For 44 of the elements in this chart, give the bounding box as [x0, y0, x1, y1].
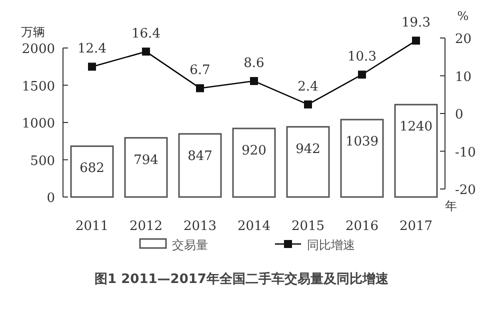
y-tick-label: 1500 [22, 79, 55, 94]
y2-tick-label: 0 [455, 108, 464, 122]
bar [124, 137, 168, 198]
bar [70, 145, 114, 198]
x-tick-label: 2016 [345, 219, 379, 234]
bar [232, 128, 276, 198]
y2-axis-title: % [457, 9, 469, 23]
x-tick-label: 2012 [129, 219, 163, 234]
bar [340, 118, 384, 198]
y2-tick-label: 20 [455, 32, 472, 47]
text: 图1 2011—2017年全国二手车交易量及同比增速 [94, 271, 390, 287]
data-label: 942 [296, 142, 320, 157]
y-axis-title: 万辆 [21, 25, 45, 39]
data-label: 16.4 [132, 26, 160, 42]
x-tick-label: 2013 [183, 219, 217, 234]
bar [178, 133, 222, 198]
bar [286, 126, 330, 198]
data-label: 847 [188, 148, 212, 164]
y2-tick-label: -10 [455, 145, 476, 160]
data-label: 10.3 [348, 50, 376, 65]
data-label: 794 [134, 152, 158, 168]
data-label: 19.3 [402, 16, 430, 31]
y-tick-label: 1000 [22, 116, 55, 132]
y-tick-label: 2000 [22, 42, 55, 57]
bar [394, 104, 438, 198]
x-tick-label: 2011 [75, 219, 109, 234]
y2-tick-label: -20 [455, 183, 476, 198]
data-label: 6.7 [190, 63, 210, 78]
data-label: 1039 [345, 134, 379, 150]
legend-label: 交易量 [172, 238, 208, 252]
data-label: 2.4 [298, 79, 318, 94]
y2-tick-label: 10 [455, 70, 472, 85]
data-label: 1240 [399, 120, 433, 135]
x-axis-title: 年 [445, 199, 457, 213]
x-tick-label: 2015 [291, 219, 325, 234]
y-tick-label: 0 [46, 191, 55, 206]
data-label: 8.6 [244, 56, 264, 72]
data-label: 920 [242, 143, 266, 158]
data-label: 12.4 [78, 42, 106, 57]
y-tick-label: 500 [30, 154, 55, 169]
data-label: 682 [80, 161, 104, 176]
x-tick-label: 2017 [399, 219, 433, 234]
x-tick-label: 2014 [237, 219, 271, 234]
legend-label: 同比增速 [307, 238, 355, 252]
